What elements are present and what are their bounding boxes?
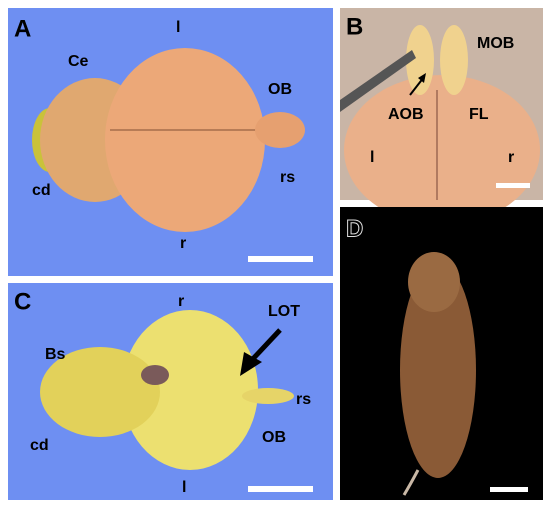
annotation: AOB bbox=[388, 106, 424, 123]
vole-tail bbox=[402, 469, 420, 496]
olfactory-bulb bbox=[440, 25, 468, 95]
panel-label: C bbox=[14, 288, 31, 315]
panel-d: D bbox=[340, 207, 543, 500]
arrow-head bbox=[418, 73, 426, 83]
pituitary bbox=[141, 365, 169, 385]
scale-bar bbox=[248, 256, 313, 262]
annotation: Ce bbox=[68, 53, 89, 70]
olfactory-bulb bbox=[242, 388, 294, 404]
annotation: r bbox=[178, 293, 184, 310]
panel-label: A bbox=[14, 15, 31, 42]
annotation: r bbox=[180, 235, 186, 252]
annotation: r bbox=[508, 149, 514, 166]
annotation: rs bbox=[280, 169, 295, 186]
annotation: OB bbox=[262, 429, 286, 446]
scale-bar bbox=[496, 183, 530, 188]
cerebrum bbox=[344, 75, 540, 225]
annotation: OB bbox=[268, 81, 292, 98]
brainstem bbox=[40, 347, 160, 437]
arrow-head bbox=[240, 352, 262, 376]
annotation: cd bbox=[32, 182, 51, 199]
annotation: MOB bbox=[477, 35, 514, 52]
annotation: l bbox=[370, 149, 374, 166]
annotation: l bbox=[176, 19, 180, 36]
vole-head bbox=[408, 252, 460, 312]
panel-label: D bbox=[346, 215, 363, 242]
olfactory-bulb bbox=[255, 112, 305, 148]
panel-a: A Ce l OB cd rs r bbox=[8, 8, 333, 276]
panel-b: B MOB AOB FL l r bbox=[340, 8, 543, 225]
annotation: cd bbox=[30, 437, 49, 454]
vole-body bbox=[400, 262, 476, 478]
panel-label: B bbox=[346, 13, 363, 40]
olfactory-bulb bbox=[406, 25, 434, 95]
annotation: l bbox=[182, 479, 186, 496]
cerebrum bbox=[105, 48, 265, 232]
cerebrum bbox=[122, 310, 258, 470]
annotation: FL bbox=[469, 106, 489, 123]
scale-bar bbox=[248, 486, 313, 492]
forceps bbox=[340, 50, 416, 112]
panel-c: C r LOT Bs rs cd OB l bbox=[8, 283, 333, 500]
scale-bar bbox=[490, 487, 528, 492]
annotation: rs bbox=[296, 391, 311, 408]
annotation: Bs bbox=[45, 346, 66, 363]
arrow bbox=[248, 328, 282, 364]
annotation: LOT bbox=[268, 303, 300, 320]
